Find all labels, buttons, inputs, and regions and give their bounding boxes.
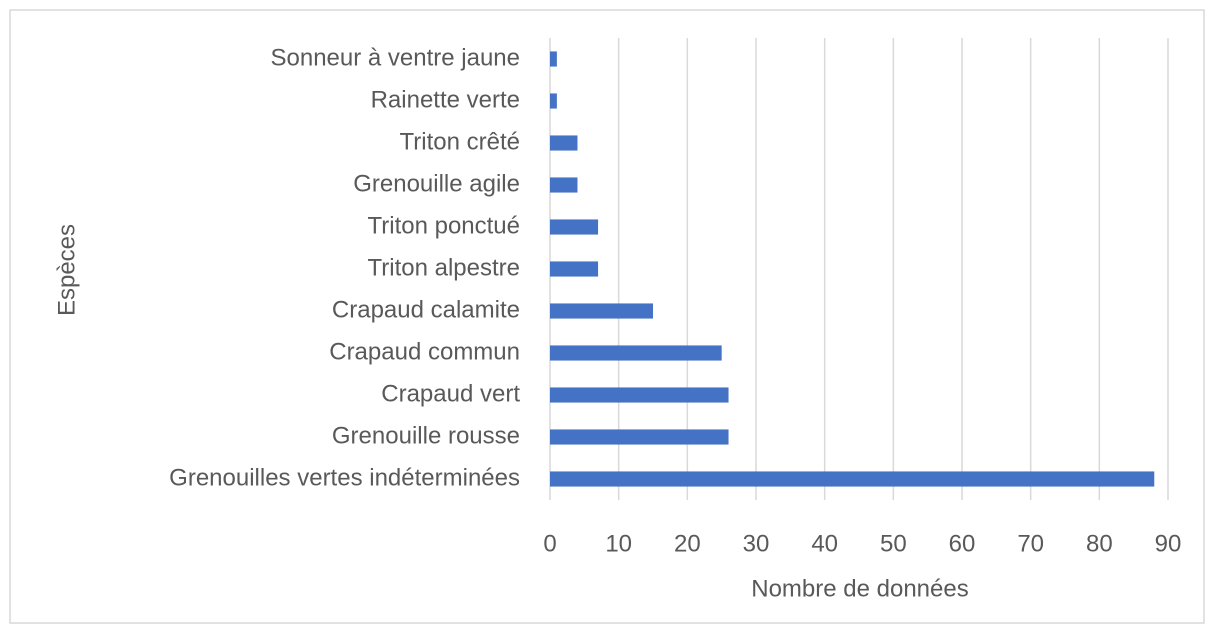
y-tick-label: Crapaud calamite xyxy=(332,296,520,323)
y-tick-label: Rainette verte xyxy=(371,86,520,113)
y-tick-label: Grenouilles vertes indéterminées xyxy=(169,464,520,491)
bar xyxy=(550,429,729,445)
x-tick-label: 90 xyxy=(1155,530,1182,557)
x-axis-label: Nombre de données xyxy=(751,575,968,602)
y-axis-label: Espèces xyxy=(53,224,80,316)
x-tick-label: 30 xyxy=(743,530,770,557)
bar xyxy=(550,261,599,277)
bar xyxy=(550,345,722,361)
bar xyxy=(550,135,578,151)
y-tick-label: Triton ponctué xyxy=(367,212,520,239)
bar xyxy=(550,219,599,235)
x-tick-label: 70 xyxy=(1017,530,1044,557)
bar xyxy=(550,303,653,319)
y-tick-label: Grenouille rousse xyxy=(332,422,520,449)
bar xyxy=(550,387,729,403)
y-tick-label: Grenouille agile xyxy=(353,170,520,197)
bar xyxy=(550,51,557,67)
bar xyxy=(550,471,1155,487)
x-tick-label: 50 xyxy=(880,530,907,557)
x-tick-label: 20 xyxy=(674,530,701,557)
x-tick-label: 80 xyxy=(1086,530,1113,557)
y-tick-label: Crapaud vert xyxy=(381,380,520,407)
x-tick-label: 0 xyxy=(543,530,556,557)
y-tick-label: Crapaud commun xyxy=(329,338,520,365)
x-tick-label: 10 xyxy=(605,530,632,557)
y-tick-label: Sonneur à ventre jaune xyxy=(270,44,520,71)
x-tick-label: 40 xyxy=(811,530,838,557)
y-tick-label: Triton crêté xyxy=(400,128,520,155)
bar xyxy=(550,177,578,193)
y-tick-label: Triton alpestre xyxy=(367,254,520,281)
bar xyxy=(550,93,557,109)
x-tick-label: 60 xyxy=(949,530,976,557)
